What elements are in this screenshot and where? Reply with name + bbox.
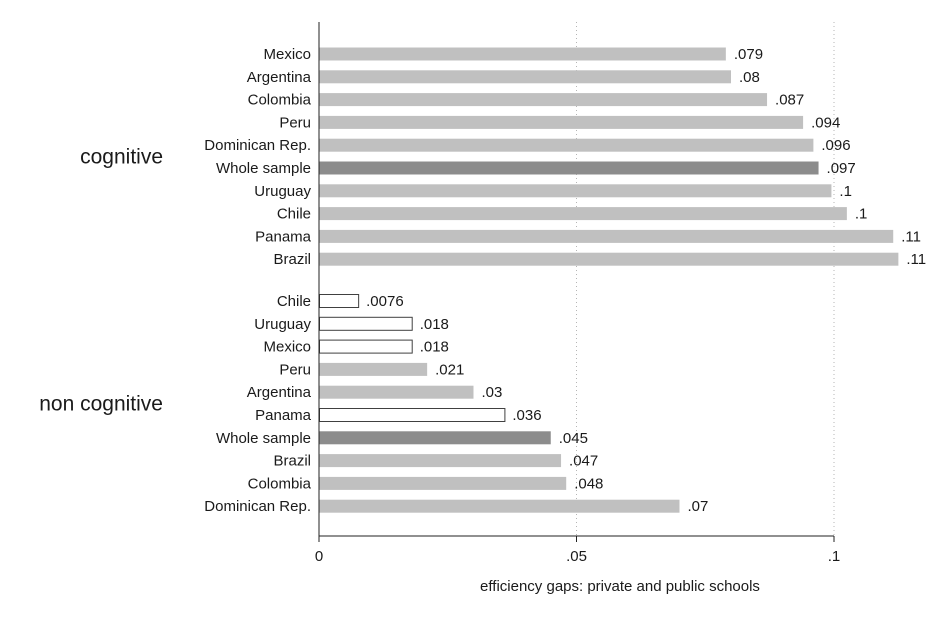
category-label: Panama [255,407,312,424]
category-label: Colombia [248,475,312,492]
value-label: .079 [734,46,763,63]
x-axis-label: efficiency gaps: private and public scho… [480,578,760,595]
value-label: .047 [569,453,598,470]
category-label: Peru [279,114,311,131]
value-label: .036 [512,407,541,424]
category-label: Mexico [263,46,311,63]
bar [319,362,428,376]
value-label: .018 [420,316,449,333]
value-label: .097 [827,160,856,177]
value-label: .07 [688,498,709,515]
value-labels: .079 .08 .087 .094 .096 .097 .1.1 .11 .11 .0076 .0… [366,46,926,515]
category-label: Whole sample [216,430,311,447]
value-label: .11 [906,251,926,268]
bar [319,454,562,468]
value-label: .1 [855,206,868,223]
bar [319,476,567,490]
category-label: Chile [277,293,311,310]
bar [319,408,506,422]
category-labels: Mexico Argentina Colombia Peru Dominican Rep… [204,46,311,515]
category-label: Peru [279,361,311,378]
x-ticks: 0 .05 .1 [315,536,840,565]
bar [319,316,413,331]
bar [319,339,413,354]
bar [319,431,551,445]
category-label: Panama [255,228,312,245]
x-tick-label: .05 [566,548,587,565]
value-label: .021 [435,361,464,378]
bar [319,93,768,107]
category-label: Mexico [263,339,311,356]
bar [319,138,814,152]
value-label: .018 [420,339,449,356]
bar [319,70,731,84]
bar [319,184,832,198]
bar [319,161,819,175]
bar [319,385,474,399]
value-label: .08 [739,69,760,86]
gridlines [576,22,835,536]
bar [319,294,360,308]
value-label: .1 [839,183,852,200]
category-label: Dominican Rep. [204,498,311,515]
category-label: Uruguay [254,316,311,333]
value-label: .094 [811,114,840,131]
bar [319,252,899,266]
value-label: .096 [821,137,850,154]
value-label: .0076 [366,293,404,310]
bar [319,229,894,243]
bar [319,499,680,513]
group-label: cognitive [80,146,163,169]
category-label: Argentina [247,384,312,401]
group-label: non cognitive [39,393,163,416]
bar [319,115,804,129]
group-labels: cognitive non cognitive [39,146,163,416]
category-label: Colombia [248,92,312,109]
category-label: Dominican Rep. [204,137,311,154]
category-label: Uruguay [254,183,311,200]
value-label: .11 [901,228,921,245]
category-label: Brazil [273,251,311,268]
category-label: Argentina [247,69,312,86]
value-label: .048 [574,475,603,492]
x-tick-label: 0 [315,548,323,565]
x-tick-label: .1 [828,548,841,565]
value-label: .087 [775,92,804,109]
value-label: .045 [559,430,588,447]
category-label: Chile [277,206,311,223]
bar [319,47,726,61]
category-label: Whole sample [216,160,311,177]
bars [319,47,899,513]
bar [319,207,847,221]
value-label: .03 [482,384,503,401]
category-label: Brazil [273,453,311,470]
